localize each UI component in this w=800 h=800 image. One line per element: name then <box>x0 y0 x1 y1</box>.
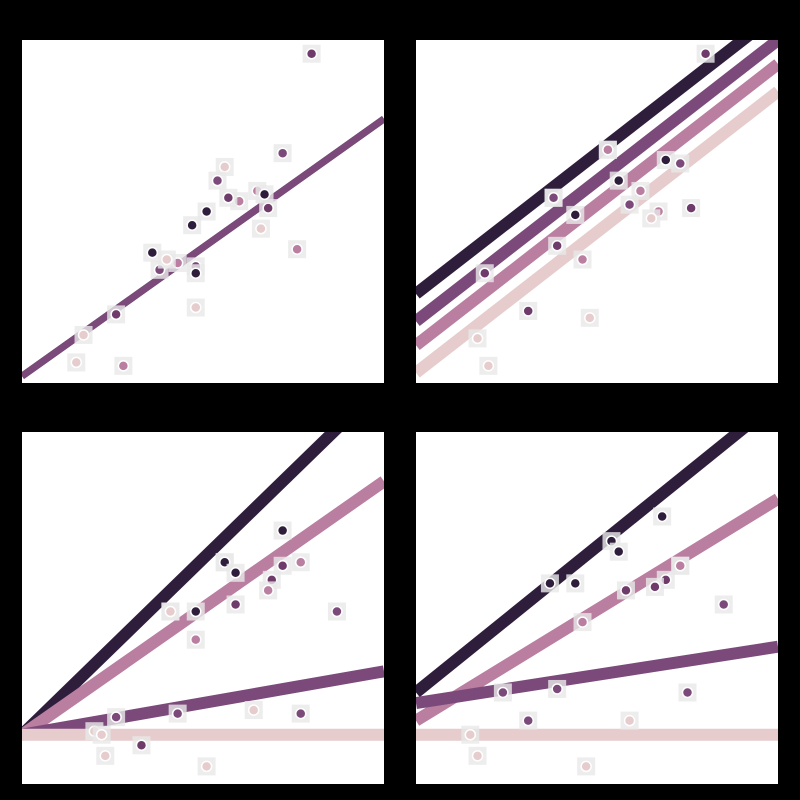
data-point <box>544 577 556 590</box>
data-point <box>190 605 202 618</box>
data-point <box>95 728 108 741</box>
panel-top-left <box>22 8 384 383</box>
data-point <box>218 161 231 173</box>
data-point <box>262 202 274 214</box>
fit-line-group-0 <box>22 432 342 740</box>
data-point <box>551 240 563 252</box>
data-point <box>200 760 213 773</box>
fit-line-group-1 <box>22 665 384 741</box>
data-point <box>681 686 694 699</box>
fit-line-group-2 <box>416 493 778 726</box>
data-point <box>620 584 632 597</box>
data-point <box>649 581 661 593</box>
plot-content <box>416 432 778 776</box>
data-point <box>634 185 647 197</box>
data-point <box>471 750 484 762</box>
data-point <box>161 253 173 266</box>
data-point <box>305 47 318 60</box>
data-point <box>551 683 563 695</box>
data-point <box>569 577 582 590</box>
data-point <box>464 728 477 741</box>
data-point <box>294 707 307 720</box>
data-point <box>190 633 202 646</box>
data-point <box>482 360 495 372</box>
data-point <box>291 243 303 255</box>
data-point <box>258 188 271 201</box>
data-point <box>186 219 198 231</box>
data-point <box>190 301 202 314</box>
data-point <box>674 157 687 170</box>
data-point <box>222 192 235 204</box>
data-point <box>110 308 122 321</box>
data-point <box>276 560 289 572</box>
panel-bottom-left <box>22 400 384 784</box>
plot-content <box>22 432 384 776</box>
fit-line-group-2 <box>416 59 778 351</box>
data-point <box>70 356 83 369</box>
data-point <box>522 305 534 317</box>
plot-content <box>22 44 384 379</box>
fit-line-group-0 <box>416 432 749 698</box>
data-point <box>479 267 491 279</box>
data-point <box>77 329 90 341</box>
data-point <box>584 312 596 324</box>
data-point <box>276 524 289 537</box>
data-point <box>99 750 112 762</box>
data-point <box>580 760 592 773</box>
data-point <box>164 605 177 618</box>
data-point <box>623 714 636 727</box>
data-point <box>660 154 672 166</box>
data-point <box>471 332 484 345</box>
data-point <box>110 711 122 723</box>
data-point <box>229 567 242 579</box>
data-point <box>247 704 260 716</box>
data-point <box>135 739 148 752</box>
fit-line-group-0 <box>416 40 753 299</box>
fit-line-group-3 <box>416 86 778 378</box>
data-point <box>262 584 274 597</box>
panel-title-bar <box>159 8 249 28</box>
panel-title-bar <box>504 8 690 28</box>
data-point <box>497 686 509 699</box>
fit-line-group-1 <box>416 640 778 709</box>
data-point <box>602 144 614 156</box>
data-point <box>612 174 625 187</box>
data-point <box>255 222 267 235</box>
data-point <box>612 545 625 558</box>
data-point <box>190 267 202 279</box>
data-point <box>522 714 534 727</box>
plot-content <box>416 40 778 378</box>
data-point <box>656 510 668 523</box>
data-point <box>569 209 582 221</box>
data-point <box>547 192 560 204</box>
data-point <box>171 707 184 720</box>
data-point <box>276 147 289 159</box>
data-point <box>674 560 687 572</box>
data-point <box>685 202 697 214</box>
panel-top-right <box>416 8 778 383</box>
data-point <box>146 246 159 259</box>
data-point <box>294 556 307 568</box>
data-point <box>211 174 224 187</box>
data-point <box>576 616 589 628</box>
data-point <box>645 212 658 225</box>
panel-title-bar <box>119 400 289 420</box>
panel-title-bar <box>547 400 647 420</box>
data-point <box>576 253 589 266</box>
data-point <box>623 198 636 211</box>
data-point <box>717 598 730 611</box>
panel-bottom-right <box>416 400 778 784</box>
data-point <box>331 605 343 618</box>
data-point <box>699 47 712 60</box>
data-point <box>200 205 213 218</box>
data-point <box>229 598 242 611</box>
data-point <box>117 360 130 372</box>
